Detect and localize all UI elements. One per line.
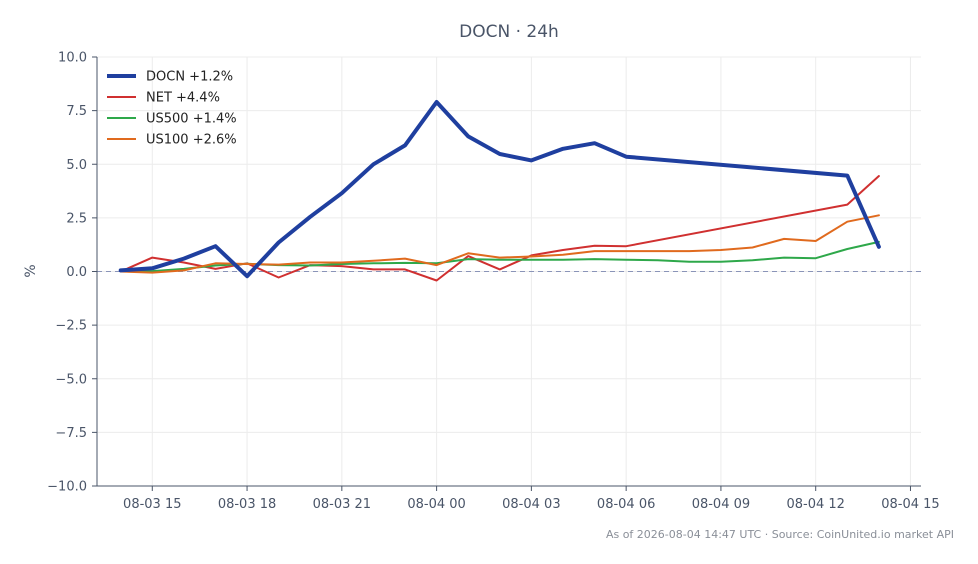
series-line-3 (119, 214, 880, 274)
y-tick-label: 0.0 (66, 265, 87, 280)
x-tick-label: 08-03 21 (313, 497, 371, 512)
x-tick-label: 08-04 15 (881, 497, 939, 512)
x-tick-label: 08-04 09 (692, 497, 750, 512)
y-tick-label: 2.5 (66, 211, 87, 226)
x-ticks: 08-03 15 08-03 18 08-03 21 08-04 00 08-04 03… (123, 486, 940, 512)
y-tick-label: 5.0 (66, 158, 87, 173)
y-axis-label: % (23, 264, 39, 277)
y-tick-label: −5.0 (55, 372, 87, 387)
x-tick-label: 08-04 12 (786, 497, 844, 512)
legend-label: US500 +1.4% (146, 112, 237, 127)
x-tick-label: 08-04 03 (502, 497, 560, 512)
y-ticks: 10.0 7.5 5.0 2.5 0.0 −2.5 −5.0 −7.5 −10.0 (47, 51, 97, 495)
footer-note: As of 2026-08-04 14:47 UTC · Source: Coi… (606, 528, 954, 541)
series-lines (118, 100, 881, 282)
y-tick-label: −2.5 (55, 319, 87, 334)
legend: DOCN +1.2% NET +4.4% US500 +1.4% US100 +2.6… (107, 70, 237, 148)
y-tick-label: −10.0 (47, 480, 87, 495)
x-tick-label: 08-04 00 (407, 497, 465, 512)
legend-label: US100 +2.6% (146, 133, 237, 148)
x-tick-label: 08-04 06 (597, 497, 655, 512)
y-tick-label: −7.5 (55, 426, 87, 441)
x-tick-label: 08-03 18 (218, 497, 276, 512)
x-tick-label: 08-03 15 (123, 497, 181, 512)
series-line-0 (118, 100, 881, 279)
legend-label: NET +4.4% (146, 91, 220, 106)
series-line-1 (119, 175, 880, 282)
y-tick-label: 10.0 (58, 51, 87, 66)
legend-label: DOCN +1.2% (146, 70, 233, 85)
chart-title: DOCN · 24h (459, 22, 559, 42)
y-tick-label: 7.5 (66, 104, 87, 119)
